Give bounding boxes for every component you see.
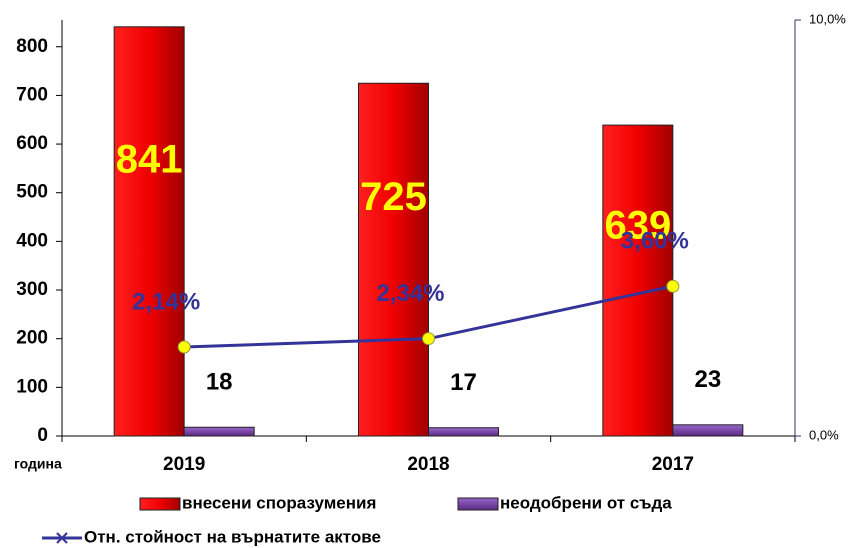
y-tick-label: 600 <box>16 133 48 154</box>
bar-value-label: 841 <box>116 137 183 181</box>
x-tick-label: 2018 <box>407 454 449 475</box>
bar <box>358 82 429 437</box>
bar <box>672 424 744 437</box>
bar-value-label: 639 <box>604 203 671 247</box>
bar <box>428 427 499 437</box>
line-marker <box>666 279 680 293</box>
y-tick-label: 500 <box>16 182 48 203</box>
y-tick-label: 100 <box>16 376 48 397</box>
legend-swatch <box>139 497 181 511</box>
bar <box>602 124 674 437</box>
legend-label: неодобрени от съда <box>500 493 672 512</box>
y-tick-label: 0 <box>37 425 48 446</box>
bar <box>183 426 255 437</box>
y-tick-label: 400 <box>16 230 48 251</box>
bar-value-label: 17 <box>450 369 477 396</box>
line-marker <box>177 340 191 354</box>
bar <box>113 26 185 437</box>
bar-value-label: 18 <box>206 369 233 396</box>
legend-label: внесени споразумения <box>182 493 376 512</box>
line-marker <box>422 332 435 346</box>
y-tick-label: 300 <box>16 279 48 300</box>
y-tick-label: 800 <box>16 36 48 57</box>
x-tick-label: 2017 <box>652 454 694 475</box>
y-tick-label: 700 <box>16 84 48 105</box>
y-tick-label: 200 <box>16 328 48 349</box>
bar-value-label: 725 <box>360 175 427 219</box>
legend-marker <box>56 532 68 544</box>
y2-tick-label: 10,0% <box>809 11 846 26</box>
y2-tick-label: 0,0% <box>809 427 839 442</box>
x-tick-label: 2019 <box>163 454 205 475</box>
line-value-label: 3,60% <box>621 228 689 255</box>
legend-swatch <box>457 497 499 511</box>
line-value-label: 2,34% <box>376 280 444 307</box>
legend-label: Отн. стойност на върнатите актове <box>84 527 381 546</box>
x-axis-label: година <box>14 456 62 472</box>
line-value-label: 2,14% <box>132 288 200 315</box>
bar-value-label: 23 <box>694 366 721 393</box>
